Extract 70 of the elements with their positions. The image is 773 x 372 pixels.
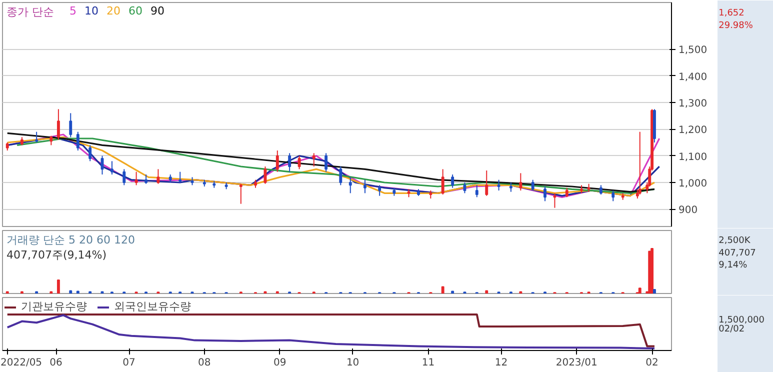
chart-subtitle: 407,707주(9,14%) <box>6 248 107 262</box>
text: 1,500,000 <box>718 315 765 326</box>
x-tick-label: 09 <box>273 358 286 368</box>
candlestick <box>76 131 80 151</box>
candlestick <box>35 131 38 143</box>
candlestick <box>612 190 615 202</box>
y-tick-label: 1,400 <box>678 72 708 83</box>
candlestick <box>239 183 242 204</box>
text: 90 <box>150 4 164 18</box>
text: 02/02 <box>718 324 745 334</box>
text: 1,652 <box>718 8 744 18</box>
text: 60 <box>128 4 142 18</box>
x-tick-label: 08 <box>198 358 211 368</box>
candlestick <box>509 182 512 192</box>
chart-title: 거래량 단순 5 20 60 120 <box>6 234 135 246</box>
text: 407,707 <box>718 248 756 258</box>
candlestick <box>364 179 366 194</box>
candlestick <box>378 184 382 196</box>
candlestick <box>451 174 454 188</box>
candlestick <box>599 184 602 195</box>
y-tick-label: 1,100 <box>678 152 708 163</box>
text: 5 <box>70 4 76 18</box>
candlestick <box>531 179 534 191</box>
candlestick <box>69 112 72 138</box>
legend-label: 외국인보유수량 <box>114 299 191 314</box>
legend-title: 종가 단순 <box>6 6 54 18</box>
y-tick-label: 1,500 <box>678 45 708 56</box>
candlestick <box>638 131 642 195</box>
text: 29.98% <box>718 21 754 32</box>
y-tick-label: 900 <box>678 205 698 216</box>
candlestick <box>276 150 279 172</box>
y-tick-label: 1,300 <box>678 98 708 110</box>
text: 2,500K <box>718 236 752 246</box>
text: 20 <box>106 4 120 18</box>
candlestick <box>144 174 148 184</box>
candlestick <box>178 171 182 183</box>
candlestick <box>56 108 60 140</box>
candlestick <box>544 186 546 202</box>
candlestick <box>110 160 114 175</box>
candlestick <box>122 168 126 186</box>
candlestick <box>339 166 342 186</box>
x-tick-label: 11 <box>422 358 435 368</box>
candlestick <box>288 152 292 172</box>
candlestick <box>441 168 444 195</box>
candlestick <box>475 184 478 198</box>
y-tick-label: 1,000 <box>678 178 708 190</box>
legend-label: 기관보유수량 <box>21 299 87 314</box>
y-tick-label: 1,200 <box>678 125 708 136</box>
x-tick-label: 12 <box>494 358 508 368</box>
candlestick <box>485 170 488 196</box>
candlestick <box>519 172 522 191</box>
candlestick <box>348 176 352 194</box>
candlestick <box>156 168 160 184</box>
x-tick-label: 06 <box>50 358 62 368</box>
candlestick <box>134 171 138 186</box>
candlestick <box>88 144 92 162</box>
x-tick-label: 02 <box>646 358 658 368</box>
text: 10 <box>84 4 98 18</box>
candlestick <box>565 187 568 198</box>
candlestick <box>324 152 328 172</box>
candlestick <box>463 182 466 194</box>
candlestick <box>298 155 301 170</box>
candlestick <box>497 179 500 191</box>
x-tick-label: 2022/05 <box>0 358 42 368</box>
candlestick <box>312 152 316 167</box>
text: 9,14% <box>718 260 748 271</box>
x-tick-label: 2023/01 <box>556 358 598 368</box>
x-tick-label: 07 <box>122 358 136 368</box>
candlestick <box>50 135 53 146</box>
x-tick-label: 10 <box>346 358 360 368</box>
